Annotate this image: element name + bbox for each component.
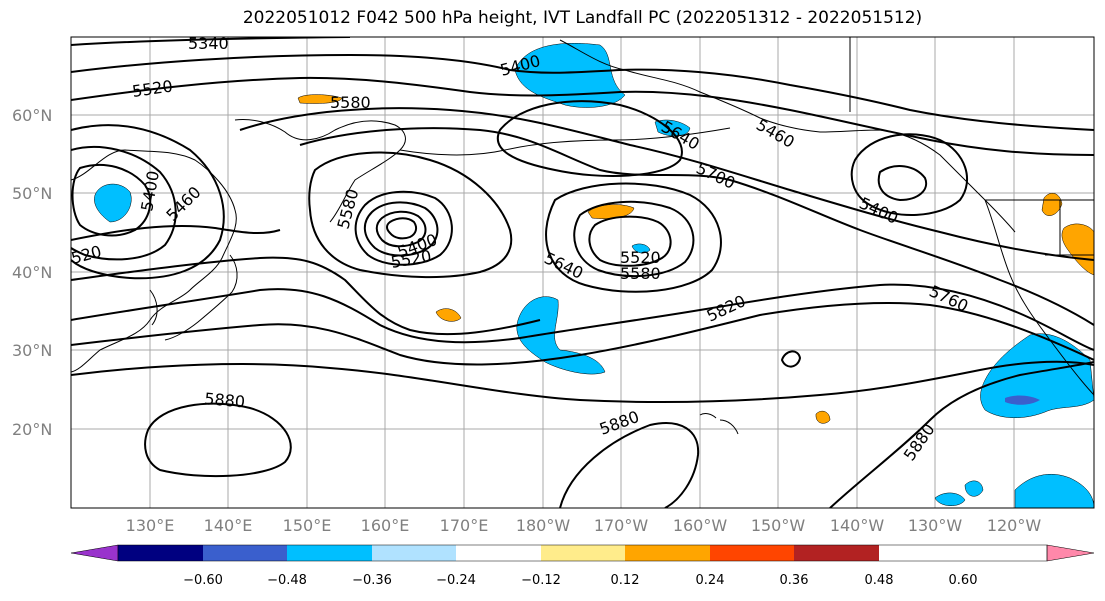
colorbar-tick: −0.36 xyxy=(352,573,392,588)
map-title: 2022051012 F042 500 hPa height, IVT Land… xyxy=(242,8,923,28)
latitude-label-20n: 20°N xyxy=(12,420,52,439)
colorbar-segment xyxy=(118,545,203,561)
longitude-label: 180°W xyxy=(516,516,571,535)
longitude-label: 150°W xyxy=(751,516,806,535)
contour-label: 5520 xyxy=(620,248,661,267)
coastlines xyxy=(71,37,1094,435)
coast-canada-border xyxy=(849,37,1094,256)
coast-asia-siberia xyxy=(71,149,237,373)
contour-5760 xyxy=(71,283,1094,351)
contour-small-closed xyxy=(780,350,802,368)
coast-aleutians xyxy=(399,127,731,156)
contour-5880-east xyxy=(71,360,1094,404)
contour-5880-hawaii-high xyxy=(559,422,700,508)
coast-hawaii xyxy=(699,413,739,435)
ivt-negative-patch-small-east-2 xyxy=(964,480,984,497)
longitude-label: 170°W xyxy=(594,516,649,535)
contour-trough-5640 xyxy=(299,127,1094,326)
contour-west-low-mid xyxy=(71,146,177,261)
contour-north-1 xyxy=(71,53,1094,131)
colorbar-tick: 0.24 xyxy=(696,573,725,588)
longitude-label: 140°E xyxy=(204,516,253,535)
ivt-negative-patch-mid-small xyxy=(631,243,651,254)
ivt-positive-patch-bering xyxy=(297,94,343,104)
contour-low2-ring2 xyxy=(588,215,672,267)
latitude-labels: 60°N 50°N 40°N 30°N 20°N xyxy=(12,106,52,439)
colorbar-segment xyxy=(287,545,372,561)
contour-label: 5880 xyxy=(204,389,246,411)
colorbar-segment xyxy=(203,545,288,561)
map-frame xyxy=(70,36,1095,509)
colorbar-segment xyxy=(541,545,626,561)
colorbar-frame xyxy=(117,544,1048,562)
colorbar: −0.60 −0.48 −0.36 −0.24 −0.12 0.12 0.24 … xyxy=(70,544,1095,588)
longitude-label: 130°W xyxy=(908,516,963,535)
colorbar-tick: 0.36 xyxy=(780,573,809,588)
colorbar-tick: −0.60 xyxy=(183,573,223,588)
colorbar-right-extension xyxy=(1046,544,1095,562)
contour-low1-outer xyxy=(308,151,513,279)
contour-gulf-low-outer xyxy=(497,100,683,177)
colorbar-tick: −0.12 xyxy=(521,573,561,588)
coast-north-america-west xyxy=(984,199,1094,396)
longitude-labels: 130°E 140°E 150°E 160°E 170°E 180°W 170°… xyxy=(126,516,1042,535)
contour-gulf-low2-outer xyxy=(850,133,969,217)
contour-label: 5580 xyxy=(620,264,661,283)
contour-low2-outer xyxy=(545,182,722,293)
ivt-positive-patch-pnw-coast xyxy=(1061,223,1094,276)
contour-5700 xyxy=(239,107,1094,261)
longitude-label: 170°E xyxy=(440,516,489,535)
ivt-negative-patch-kamchatka xyxy=(94,183,132,223)
colorbar-segment xyxy=(710,545,795,561)
contour-low1-ring2 xyxy=(363,201,439,257)
contour-label: 5340 xyxy=(188,34,229,53)
colorbar-left-extension xyxy=(70,544,119,562)
ivt-positive-patch-small xyxy=(815,410,831,424)
colorbar-tick: 0.48 xyxy=(865,573,894,588)
colorbar-segment xyxy=(456,545,541,561)
longitude-label: 120°W xyxy=(987,516,1042,535)
contour-low1-ring1 xyxy=(354,190,453,266)
coast-alaska xyxy=(559,39,1016,233)
contour-label: 5580 xyxy=(330,93,371,112)
contour-north-2 xyxy=(71,76,1094,156)
longitude-label: 150°E xyxy=(283,516,332,535)
latitude-label-50n: 50°N xyxy=(12,184,52,203)
contour-5820 xyxy=(71,302,1094,366)
height-contours xyxy=(71,37,1094,508)
contour-west-low-outer xyxy=(71,124,225,280)
latitude-label-60n: 60°N xyxy=(12,106,52,125)
ivt-positive-patch-west xyxy=(435,308,462,322)
ivt-strong-negative-patch-california xyxy=(1005,395,1040,405)
contour-5880-eastern-ridge xyxy=(829,361,1094,508)
longitude-label: 130°E xyxy=(126,516,175,535)
ivt-positive-patch-pnw xyxy=(1041,192,1063,216)
ivt-negative-patch-gulf-alaska xyxy=(514,43,626,108)
longitude-label: 160°E xyxy=(361,516,410,535)
contour-5880-west-high xyxy=(144,402,292,478)
ivt-negative-patch-small-east xyxy=(934,492,966,506)
contour-gulf-low2-inner xyxy=(877,165,928,202)
colorbar-tick: 0.12 xyxy=(611,573,640,588)
colorbar-tick: −0.48 xyxy=(267,573,307,588)
latitude-label-30n: 30°N xyxy=(12,341,52,360)
ivt-fill-patches xyxy=(94,43,1094,508)
coast-kamchatka xyxy=(234,119,406,223)
longitude-label: 160°W xyxy=(673,516,728,535)
longitude-label: 140°W xyxy=(830,516,885,535)
contour-low1-ring4 xyxy=(386,217,418,240)
colorbar-segment xyxy=(794,545,879,561)
colorbar-tick: 0.60 xyxy=(949,573,978,588)
contour-low1-ring3 xyxy=(375,210,427,248)
colorbar-segment xyxy=(625,545,710,561)
graticule xyxy=(71,37,1094,508)
colorbar-segment xyxy=(372,545,457,561)
contour-5520 xyxy=(71,256,541,336)
contour-low2-ring1 xyxy=(573,200,695,278)
latitude-label-40n: 40°N xyxy=(12,263,52,282)
colorbar-tick: −0.24 xyxy=(436,573,476,588)
contour-west-5460 xyxy=(71,224,281,241)
coast-korea xyxy=(149,289,158,326)
